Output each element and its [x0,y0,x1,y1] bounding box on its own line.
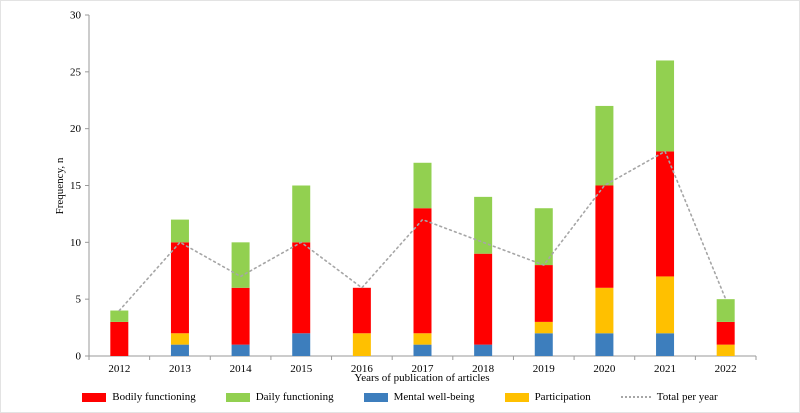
y-tick-label: 25 [70,66,82,78]
bar-segment [534,333,553,356]
bar-segment [595,333,614,356]
total-line [118,150,727,312]
bars-layer [110,60,735,356]
legend-swatch-participation [504,392,529,402]
legend-label-mental-well-being: Mental well-being [393,391,475,403]
bar-segment [170,219,189,243]
chart-legend: Bodily functioning Daily functioning Men… [1,391,799,403]
bar-segment [292,333,311,356]
legend-item-mental-well-being: Mental well-being [363,391,475,403]
bar-segment [474,344,493,356]
category-label: 2014 [230,363,253,375]
bar-segment [110,310,129,322]
bar-segment [595,185,614,288]
bar-segment [352,333,371,356]
legend-swatch-total-per-year [620,396,651,398]
category-label: 2017 [412,363,435,375]
legend-label-daily-functioning: Daily functioning [255,391,334,403]
legend-label-bodily-functioning: Bodily functioning [112,391,196,403]
bar-segment [716,321,735,345]
bar-segment [110,321,129,356]
bar-segment [413,208,432,334]
bar-segment [534,321,553,334]
category-label: 2018 [472,363,495,375]
bar-segment [656,151,675,277]
stacked-bar-chart: 0 5 10 15 20 25 30 2012 2013 2014 2015 2016 2017 2018… [54,10,757,384]
category-label: 2019 [533,363,556,375]
bar-segment [231,242,250,288]
y-tick-label: 20 [70,123,82,135]
y-tick-label: 30 [70,10,82,22]
legend-swatch-mental-well-being [363,392,388,402]
bar-segment [656,333,675,356]
category-label: 2012 [108,363,130,375]
legend-item-total-per-year: Total per year [620,391,718,403]
legend-label-total-per-year: Total per year [656,391,718,403]
bar-segment [413,344,432,356]
category-label: 2020 [593,363,616,375]
bar-segment [352,287,371,334]
category-label: 2013 [169,363,192,375]
bar-segment [292,242,311,334]
bar-segment [170,344,189,356]
legend-item-bodily-functioning: Bodily functioning [82,391,196,403]
bar-segment [413,333,432,345]
total-per-year-line [118,150,727,312]
bar-segment [231,344,250,356]
category-label: 2016 [351,363,374,375]
legend-swatch-bodily-functioning [82,392,107,402]
bar-segment [595,287,614,334]
category-label: 2022 [715,363,737,375]
bar-segment [716,344,735,356]
tick-labels-layer: 0 5 10 15 20 25 30 2012 2013 2014 2015 2016 2017 2018… [70,10,737,376]
legend-item-participation: Participation [504,391,591,403]
bar-segment [534,208,553,266]
y-tick-label: 5 [76,294,82,306]
y-axis-title: Frequency, n [54,157,66,214]
category-label: 2015 [290,363,313,375]
legend-swatch-daily-functioning [225,392,250,402]
bar-segment [716,299,735,322]
bar-segment [231,287,250,345]
bar-segment [292,185,311,243]
bar-segment [474,253,493,345]
bar-segment [474,196,493,254]
y-tick-label: 15 [70,180,82,192]
category-label: 2021 [654,363,676,375]
bar-segment [656,60,675,152]
bar-segment [656,276,675,334]
bar-segment [170,242,189,334]
x-axis-title: Years of publication of articles [354,372,489,384]
y-tick-label: 0 [76,351,82,363]
bar-segment [413,162,432,209]
bar-segment [170,333,189,345]
bar-segment [534,265,553,322]
legend-item-daily-functioning: Daily functioning [225,391,334,403]
bar-segment [595,105,614,186]
legend-label-participation: Participation [534,391,591,403]
y-tick-label: 10 [70,237,82,249]
